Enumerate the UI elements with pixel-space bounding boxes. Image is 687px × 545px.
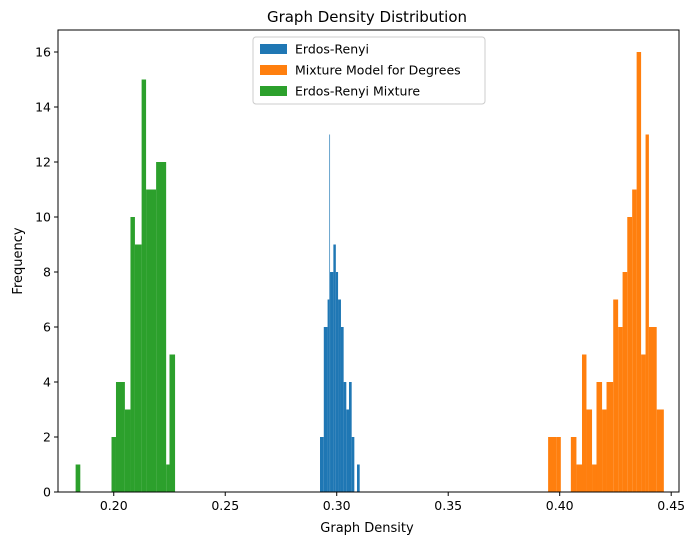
x-tick-label: 0.35 bbox=[434, 498, 462, 513]
bar-series-0-bin-10 bbox=[346, 409, 349, 492]
x-tick-label: 0.20 bbox=[100, 498, 128, 513]
x-axis-ticks: 0.20 0.25 0.30 0.35 0.40 0.45 bbox=[100, 492, 685, 513]
bar-series-2-bin-3 bbox=[115, 382, 125, 492]
y-tick-label: 2 bbox=[43, 430, 51, 445]
bar-series-1-bin-9 bbox=[602, 409, 607, 492]
bar-series-0-bin-8 bbox=[340, 327, 344, 492]
plot-frame bbox=[57, 29, 680, 493]
bar-series-1-bin-19 bbox=[648, 327, 657, 492]
bar-series-2-bin-11 bbox=[169, 354, 176, 492]
bar-series-1-bin-6 bbox=[586, 409, 593, 492]
bar-series-2-bin-7 bbox=[141, 79, 147, 492]
y-tick-label: 12 bbox=[35, 155, 51, 170]
x-tick-label: 0.25 bbox=[211, 498, 239, 513]
chart-title: Graph Density Distribution bbox=[267, 8, 467, 26]
y-tick-label: 16 bbox=[35, 45, 51, 60]
bar-series-1-bin-12 bbox=[618, 327, 623, 492]
bar-series-1-bin-5 bbox=[582, 354, 587, 492]
bar-series-1-bin-1 bbox=[556, 437, 561, 492]
bar-series-2-bin-4 bbox=[124, 409, 131, 492]
bar-series-1-bin-14 bbox=[627, 217, 633, 492]
bar-series-0-bin-3 bbox=[329, 134, 331, 492]
x-axis-label: Graph Density bbox=[320, 521, 414, 536]
bar-series-1-bin-0 bbox=[548, 437, 557, 492]
bar-series-1-bin-13 bbox=[622, 272, 628, 492]
bar-series-1-bin-18 bbox=[645, 134, 649, 492]
legend-box bbox=[252, 36, 486, 105]
bar-series-2-bin-10 bbox=[166, 464, 170, 492]
bar-series-1-bin-20 bbox=[656, 409, 664, 492]
legend-label-2: Erdos-Renyi Mixture bbox=[295, 84, 420, 99]
x-tick-label: 0.45 bbox=[657, 498, 685, 513]
y-tick-label: 8 bbox=[43, 265, 51, 280]
legend-label-0: Erdos-Renyi bbox=[295, 42, 369, 57]
bars-group bbox=[75, 52, 664, 492]
bar-series-0-bin-11 bbox=[348, 382, 352, 492]
legend-swatch-1 bbox=[260, 65, 287, 75]
bar-series-0-bin-6 bbox=[335, 272, 339, 492]
legend-label-1: Mixture Model for Degrees bbox=[295, 63, 461, 78]
legend: Erdos-Renyi Mixture Model for Degrees Erdo… bbox=[252, 36, 486, 105]
bar-series-2-bin-8 bbox=[146, 189, 157, 492]
y-tick-label: 4 bbox=[43, 375, 51, 390]
bar-series-0-bin-12 bbox=[351, 437, 355, 492]
bar-series-1-bin-17 bbox=[641, 354, 646, 492]
bar-series-1-bin-11 bbox=[613, 299, 619, 492]
bar-series-0-bin-7 bbox=[338, 299, 341, 492]
bar-series-2-bin-2 bbox=[111, 437, 116, 492]
bar-series-0-bin-4 bbox=[330, 272, 334, 492]
x-tick-label: 0.40 bbox=[546, 498, 574, 513]
bar-series-0-bin-9 bbox=[343, 382, 347, 492]
bar-series-1-bin-4 bbox=[576, 464, 583, 492]
bar-series-0-bin-2 bbox=[327, 299, 330, 492]
bar-series-1-bin-3 bbox=[570, 437, 577, 492]
bar-series-0-bin-0 bbox=[320, 437, 324, 492]
bar-series-2-bin-9 bbox=[156, 162, 167, 492]
legend-swatch-2 bbox=[260, 86, 287, 96]
y-tick-label: 14 bbox=[35, 100, 51, 115]
y-axis-ticks: 0 2 4 6 8 10 12 14 16 bbox=[35, 45, 58, 500]
bar-series-2-bin-6 bbox=[134, 244, 142, 492]
bar-series-0-bin-14 bbox=[357, 464, 360, 492]
y-tick-label: 10 bbox=[35, 210, 51, 225]
bar-series-2-bin-0 bbox=[75, 464, 81, 492]
legend-swatch-0 bbox=[260, 44, 287, 54]
bar-series-0-bin-5 bbox=[333, 244, 336, 492]
bar-series-1-bin-15 bbox=[632, 189, 637, 492]
bar-series-1-bin-7 bbox=[592, 464, 597, 492]
y-axis-label: Frequency bbox=[11, 227, 26, 294]
x-tick-label: 0.30 bbox=[323, 498, 351, 513]
bar-series-1-bin-16 bbox=[636, 52, 642, 492]
y-tick-label: 0 bbox=[43, 485, 51, 500]
bar-series-1-bin-10 bbox=[606, 382, 614, 492]
y-tick-label: 6 bbox=[43, 320, 51, 335]
bar-series-0-bin-1 bbox=[323, 327, 328, 492]
bar-series-2-bin-5 bbox=[130, 217, 135, 492]
bar-series-1-bin-8 bbox=[596, 382, 603, 492]
